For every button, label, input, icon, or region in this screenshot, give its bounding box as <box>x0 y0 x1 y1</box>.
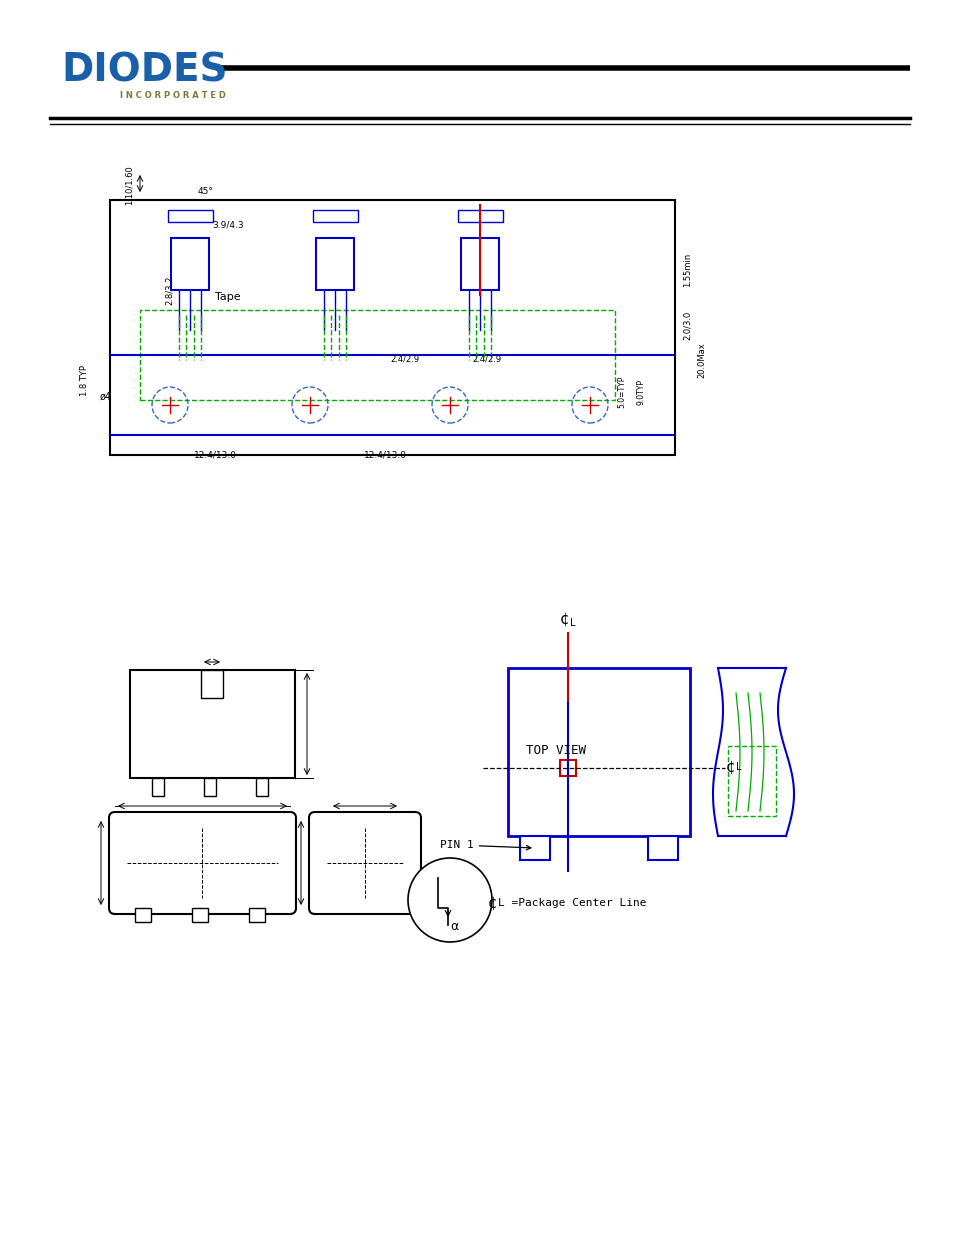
Text: 45°: 45° <box>198 186 213 196</box>
Text: PIN 1: PIN 1 <box>439 840 530 850</box>
Bar <box>457 210 502 222</box>
Bar <box>315 238 354 290</box>
Bar <box>135 908 151 923</box>
Circle shape <box>408 858 492 942</box>
Bar <box>171 238 209 290</box>
Bar <box>255 778 268 797</box>
Bar <box>140 310 615 400</box>
Bar <box>204 778 215 797</box>
Text: 1.55min: 1.55min <box>682 253 691 287</box>
Text: I N C O R P O R A T E D: I N C O R P O R A T E D <box>120 90 226 100</box>
Text: 3.9/4.3: 3.9/4.3 <box>212 221 244 230</box>
Text: L: L <box>569 618 575 629</box>
Text: ¢: ¢ <box>488 897 497 911</box>
Text: 9.0TYP: 9.0TYP <box>637 379 645 405</box>
Text: 12.4/13.0: 12.4/13.0 <box>193 450 236 459</box>
Bar <box>313 210 357 222</box>
Text: L =Package Center Line: L =Package Center Line <box>497 898 646 908</box>
Bar <box>249 908 265 923</box>
FancyBboxPatch shape <box>109 811 295 914</box>
Bar <box>559 760 576 776</box>
Bar <box>460 238 498 290</box>
Bar <box>130 671 294 778</box>
Text: 2.0/3.0: 2.0/3.0 <box>682 310 691 340</box>
Text: ø4: ø4 <box>100 391 112 403</box>
Bar <box>507 668 689 836</box>
Text: α: α <box>450 920 457 932</box>
Text: ¢: ¢ <box>559 613 569 627</box>
Text: ¢: ¢ <box>725 760 735 776</box>
Text: 5.0=TYP: 5.0=TYP <box>617 375 625 409</box>
Text: Tape: Tape <box>214 291 240 303</box>
Text: 2.4/2.9: 2.4/2.9 <box>472 354 500 364</box>
Text: 1.8 TYP: 1.8 TYP <box>80 364 89 395</box>
Bar <box>192 908 208 923</box>
Bar <box>110 200 675 454</box>
Text: L: L <box>735 762 740 772</box>
Bar <box>168 210 213 222</box>
Text: 12.4/13.0: 12.4/13.0 <box>363 450 406 459</box>
Text: 1.10/1.60: 1.10/1.60 <box>125 165 133 205</box>
Bar <box>647 836 678 860</box>
FancyBboxPatch shape <box>309 811 420 914</box>
Text: 2.4/2.9: 2.4/2.9 <box>390 354 418 364</box>
Text: DIODES: DIODES <box>62 51 228 89</box>
Text: 20.0Max: 20.0Max <box>697 342 705 378</box>
Text: TOP VIEW: TOP VIEW <box>525 743 585 757</box>
Bar <box>201 671 223 698</box>
Bar <box>152 778 164 797</box>
Bar <box>727 746 775 816</box>
Text: 2.8/3.2: 2.8/3.2 <box>165 275 173 305</box>
Bar <box>519 836 550 860</box>
